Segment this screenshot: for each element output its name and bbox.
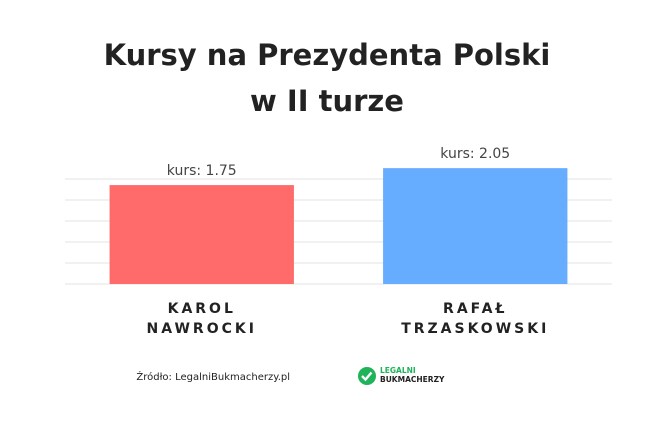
bar	[109, 185, 294, 284]
chart-title: w II turze	[250, 84, 404, 118]
x-tick-label: KAROL NAWROCKI	[146, 301, 257, 337]
chart-title: Kursy na Prezydenta Polski	[104, 38, 551, 72]
bar	[383, 168, 568, 284]
source: Źródło: LegalniBukmacherzy.pl	[136, 370, 290, 383]
value-label: kurs: 1.75	[167, 163, 237, 179]
logo-text: LEGALNI	[380, 366, 416, 375]
value-label: kurs: 2.05	[440, 146, 510, 162]
logo-check	[361, 371, 373, 382]
x-tick-label: RAFAŁ TRZASKOWSKI	[401, 301, 550, 337]
logo-text: BUKMACHERZY	[380, 375, 445, 384]
